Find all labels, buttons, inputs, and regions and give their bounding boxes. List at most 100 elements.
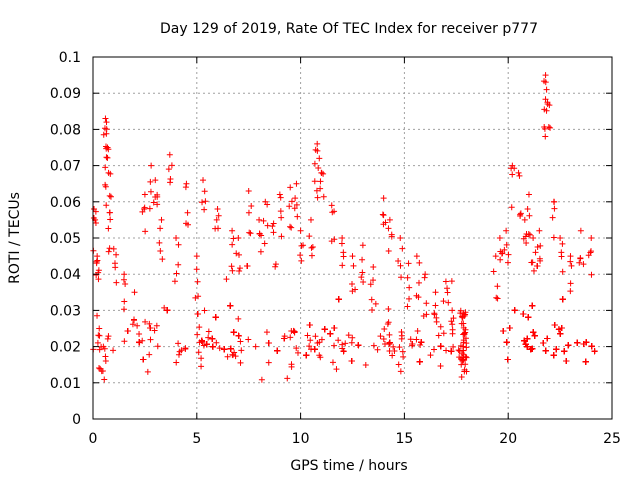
data-point bbox=[265, 359, 272, 366]
data-point bbox=[104, 335, 111, 342]
grid-lines bbox=[93, 57, 612, 419]
data-point bbox=[437, 362, 444, 369]
data-point bbox=[195, 349, 202, 356]
data-point bbox=[142, 318, 149, 325]
data-point bbox=[377, 333, 384, 340]
data-point bbox=[139, 337, 146, 344]
data-point bbox=[417, 342, 424, 349]
data-point bbox=[349, 334, 356, 341]
data-point bbox=[314, 339, 321, 346]
data-point bbox=[335, 337, 342, 344]
data-point bbox=[147, 336, 154, 343]
data-point bbox=[229, 351, 236, 358]
data-point bbox=[331, 342, 338, 349]
data-point bbox=[440, 330, 447, 337]
data-point bbox=[316, 352, 323, 359]
data-point bbox=[370, 342, 377, 349]
data-point bbox=[96, 332, 103, 339]
data-point bbox=[413, 336, 420, 343]
data-point bbox=[306, 343, 313, 350]
chart-title: Day 129 of 2019, Rate Of TEC Index for r… bbox=[160, 21, 538, 37]
data-point bbox=[435, 332, 442, 339]
data-point bbox=[151, 327, 158, 334]
data-point bbox=[374, 346, 381, 353]
data-point bbox=[198, 355, 205, 362]
data-point bbox=[400, 353, 407, 360]
data-point bbox=[293, 345, 300, 352]
data-point bbox=[284, 375, 291, 382]
data-point bbox=[386, 331, 393, 338]
data-point bbox=[205, 334, 212, 341]
data-point bbox=[146, 320, 153, 327]
data-point bbox=[232, 353, 239, 360]
data-point bbox=[154, 343, 161, 350]
data-point bbox=[397, 368, 404, 375]
data-point bbox=[399, 348, 406, 355]
data-point bbox=[173, 359, 180, 366]
data-point bbox=[258, 376, 265, 383]
data-point bbox=[448, 278, 455, 285]
data-point bbox=[153, 322, 160, 329]
data-point bbox=[345, 332, 352, 339]
data-point bbox=[194, 331, 201, 338]
data-point bbox=[235, 315, 242, 322]
data-point bbox=[196, 324, 203, 331]
data-point bbox=[237, 359, 244, 366]
data-point bbox=[144, 368, 151, 375]
data-point bbox=[201, 307, 208, 314]
data-point bbox=[391, 347, 398, 354]
data-point bbox=[294, 349, 301, 356]
data-point bbox=[237, 338, 244, 345]
data-point bbox=[339, 345, 346, 352]
data-points bbox=[90, 72, 598, 383]
data-point bbox=[94, 312, 101, 319]
data-point bbox=[427, 352, 434, 359]
data-point bbox=[450, 343, 457, 350]
data-point bbox=[216, 345, 223, 352]
data-point bbox=[407, 336, 414, 343]
data-point bbox=[414, 327, 421, 334]
data-point bbox=[238, 347, 245, 354]
data-point bbox=[175, 351, 182, 358]
data-point bbox=[213, 339, 220, 346]
data-point bbox=[223, 276, 230, 283]
data-point bbox=[121, 338, 128, 345]
data-point bbox=[182, 345, 189, 352]
data-point bbox=[288, 361, 295, 368]
data-point bbox=[146, 351, 153, 358]
data-point bbox=[105, 248, 112, 255]
data-point bbox=[348, 339, 355, 346]
data-point bbox=[329, 359, 336, 366]
data-point bbox=[175, 340, 182, 347]
data-point bbox=[333, 366, 340, 373]
data-point bbox=[398, 328, 405, 335]
data-point bbox=[342, 340, 349, 347]
data-point bbox=[390, 343, 397, 350]
data-point bbox=[136, 331, 143, 338]
data-point bbox=[381, 325, 388, 332]
data-point bbox=[368, 296, 375, 303]
data-point bbox=[389, 352, 396, 359]
data-point bbox=[200, 342, 207, 349]
data-point bbox=[110, 347, 117, 354]
data-point bbox=[198, 363, 205, 370]
data-point bbox=[307, 337, 314, 344]
data-point bbox=[431, 346, 438, 353]
data-point bbox=[385, 305, 392, 312]
data-point bbox=[245, 336, 252, 343]
data-point bbox=[304, 332, 311, 339]
data-point bbox=[263, 329, 270, 336]
data-point bbox=[205, 328, 212, 335]
data-point bbox=[396, 344, 403, 351]
data-point bbox=[312, 333, 319, 340]
data-point bbox=[252, 343, 259, 350]
data-point bbox=[380, 336, 387, 343]
data-point bbox=[395, 361, 402, 368]
data-point bbox=[287, 334, 294, 341]
data-point bbox=[291, 328, 298, 335]
data-point bbox=[382, 341, 389, 348]
data-point bbox=[178, 347, 185, 354]
data-point bbox=[224, 353, 231, 360]
